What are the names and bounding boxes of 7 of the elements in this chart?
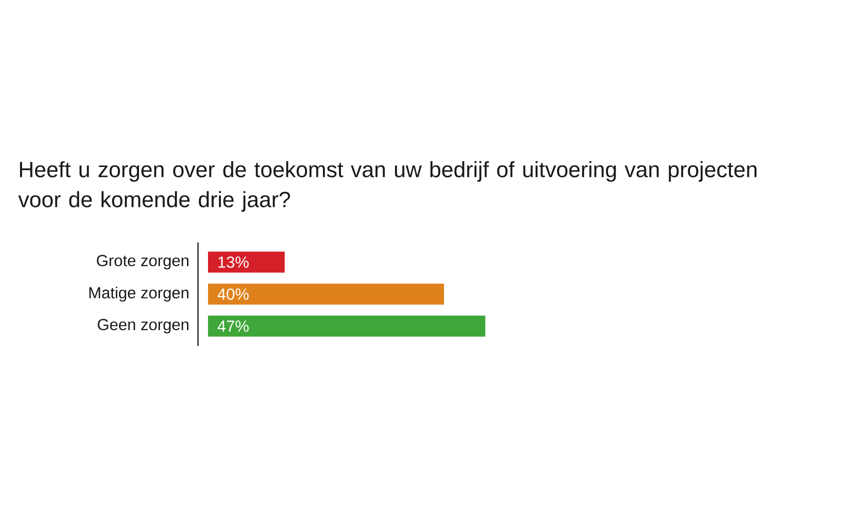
y-tick-label: Grote zorgen <box>96 254 188 270</box>
data-label: 13% <box>218 256 249 268</box>
y-tick-label: Matige zorgen <box>89 286 188 302</box>
data-label: 47% <box>218 320 249 332</box>
chart-title: Heeft u zorgen over de toekomst van uw bedrijf of uitvoering van projecten voor de komende drie jaar? <box>18 161 756 212</box>
y-tick-label: Geen zorgen <box>98 318 188 334</box>
data-label: 40% <box>218 288 249 300</box>
